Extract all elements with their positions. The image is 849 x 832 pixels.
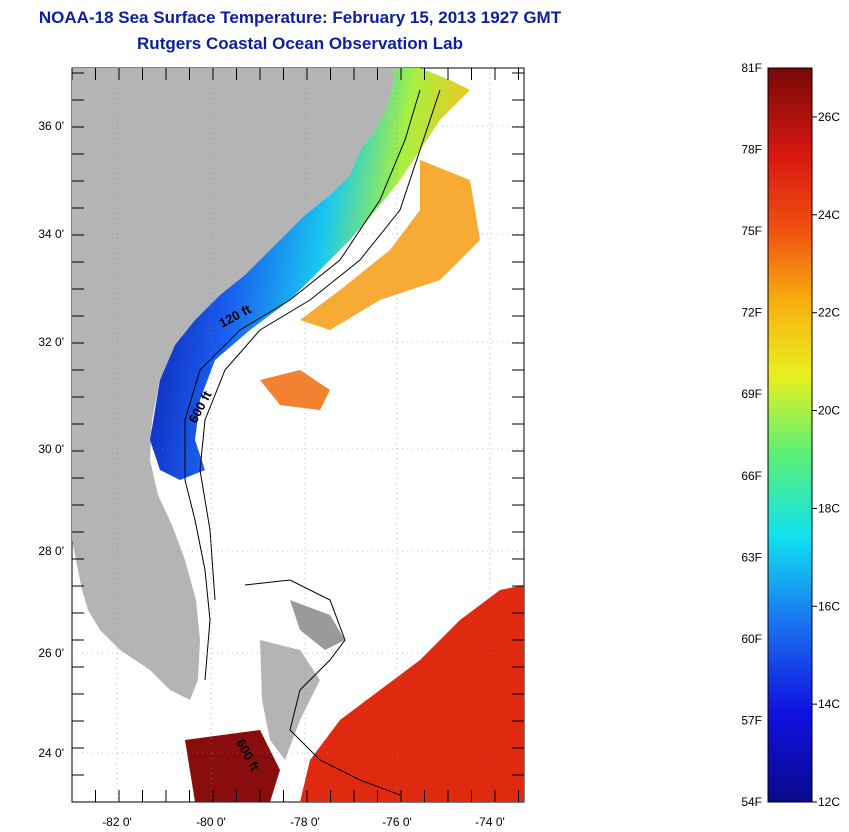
colorbar-fahrenheit-label: 72F bbox=[741, 306, 762, 320]
colorbar-celsius-label: 14C bbox=[818, 697, 840, 711]
colorbar-fahrenheit-label: 63F bbox=[741, 550, 762, 564]
hot-water-patch bbox=[185, 730, 280, 802]
colorbar-fahrenheit-label: 57F bbox=[741, 713, 762, 727]
map-subtitle: Rutgers Coastal Ocean Observation Lab bbox=[137, 34, 463, 53]
colorbar-celsius-label: 12C bbox=[818, 795, 840, 809]
axis-ticks bbox=[71, 68, 524, 802]
colorbar-celsius-label: 16C bbox=[818, 599, 840, 613]
colorbar-fahrenheit-label: 66F bbox=[741, 469, 762, 483]
island-land bbox=[260, 640, 320, 760]
lat-label: 32 0' bbox=[38, 335, 64, 349]
lon-label: -74 0' bbox=[475, 815, 505, 829]
colorbar-fahrenheit-label: 75F bbox=[741, 224, 762, 238]
lon-label: -82 0' bbox=[102, 815, 132, 829]
gulf-stream-warm-patch-2 bbox=[260, 370, 330, 410]
colorbar: 81F 78F 75F 72F 69F 66F 63F 60F 57F 54F 26C 24C 22C… bbox=[741, 61, 840, 809]
lat-label: 30 0' bbox=[38, 442, 64, 456]
map-title: NOAA-18 Sea Surface Temperature: Februar… bbox=[38, 8, 562, 27]
southern-warm-water bbox=[300, 585, 524, 802]
lat-label: 36 0' bbox=[38, 119, 64, 133]
bathymetry-contour-600ft bbox=[199, 89, 441, 601]
land-mass bbox=[72, 68, 395, 700]
graticule bbox=[72, 68, 524, 802]
colorbar-celsius-label: 18C bbox=[818, 501, 840, 515]
lat-label: 24 0' bbox=[38, 746, 64, 760]
latitude-axis: 36 0' 34 0' 32 0' 30 0' 28 0' 26 0' 24 0… bbox=[38, 119, 64, 760]
lat-label: 26 0' bbox=[38, 646, 64, 660]
lat-label: 28 0' bbox=[38, 544, 64, 558]
bathymetry-contour-120ft bbox=[184, 89, 421, 681]
lon-label: -80 0' bbox=[196, 815, 226, 829]
bahamas-contour bbox=[244, 579, 401, 796]
longitude-axis: -82 0' -80 0' -78 0' -76 0' -74 0' bbox=[102, 815, 505, 829]
colorbar-celsius-label: 24C bbox=[818, 208, 840, 222]
lat-label: 34 0' bbox=[38, 227, 64, 241]
colorbar-fahrenheit-label: 54F bbox=[741, 795, 762, 809]
colorbar-fahrenheit-scale: 81F 78F 75F 72F 69F 66F 63F 60F 57F 54F bbox=[741, 61, 762, 809]
gulf-stream-warm-patch bbox=[300, 160, 480, 330]
colorbar-fahrenheit-label: 69F bbox=[741, 387, 762, 401]
colorbar-fahrenheit-label: 60F bbox=[741, 632, 762, 646]
colorbar-celsius-label: 22C bbox=[818, 306, 840, 320]
bahamas-land bbox=[290, 600, 345, 650]
colorbar-fahrenheit-label: 78F bbox=[741, 143, 762, 157]
colorbar-fahrenheit-label: 81F bbox=[741, 61, 762, 75]
colorbar-celsius-scale: 26C 24C 22C 20C 18C 16C 14C 12C bbox=[812, 110, 840, 809]
coastal-cold-water bbox=[150, 68, 470, 480]
map-panel: 120 ft 600 ft 600 ft bbox=[71, 67, 525, 803]
colorbar-gradient bbox=[767, 67, 813, 803]
colorbar-celsius-label: 26C bbox=[818, 110, 840, 124]
lon-label: -78 0' bbox=[290, 815, 320, 829]
colorbar-celsius-label: 20C bbox=[818, 404, 840, 418]
lon-label: -76 0' bbox=[382, 815, 412, 829]
